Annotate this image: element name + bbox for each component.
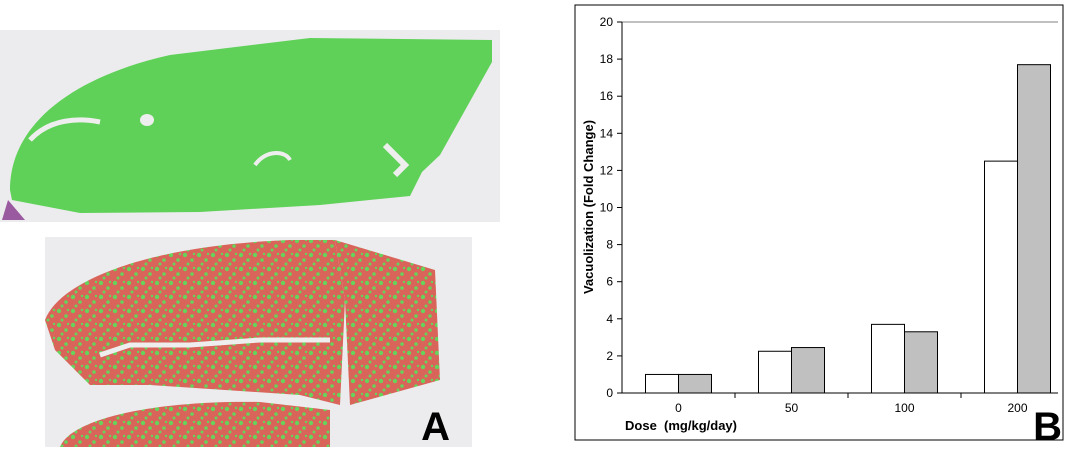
- bar: [872, 324, 905, 393]
- x-axis-label: Dose (mg/kg/day): [625, 418, 737, 433]
- bar: [792, 348, 825, 393]
- y-tick-label: 10: [600, 201, 614, 215]
- x-tick-label: 50: [785, 401, 799, 415]
- bar: [1018, 65, 1051, 393]
- y-tick-label: 6: [606, 275, 613, 289]
- y-tick-label: 12: [600, 163, 614, 177]
- bar: [985, 161, 1018, 393]
- y-tick-label: 2: [606, 349, 613, 363]
- bar: [679, 374, 712, 393]
- bar: [759, 351, 792, 393]
- y-tick-label: 16: [600, 89, 614, 103]
- y-tick-label: 20: [600, 15, 614, 29]
- x-tick-label: 100: [894, 401, 914, 415]
- y-tick-label: 18: [600, 52, 614, 66]
- y-tick-label: 4: [606, 312, 613, 326]
- panel-label: B: [1033, 405, 1062, 447]
- y-tick-label: 0: [606, 386, 613, 400]
- panel-label: A: [421, 405, 450, 447]
- bar: [905, 332, 938, 393]
- bar: [646, 374, 679, 393]
- tissue-images: [0, 30, 500, 447]
- y-tick-label: 8: [606, 238, 613, 252]
- figure: A B Dose (mg/kg/day) Vacuolization (Fold…: [0, 0, 1068, 447]
- x-tick-label: 0: [675, 401, 682, 415]
- x-tick-label: 200: [1007, 401, 1027, 415]
- y-axis-label: Vacuolization (Fold Change): [581, 120, 596, 294]
- y-tick-label: 14: [600, 126, 614, 140]
